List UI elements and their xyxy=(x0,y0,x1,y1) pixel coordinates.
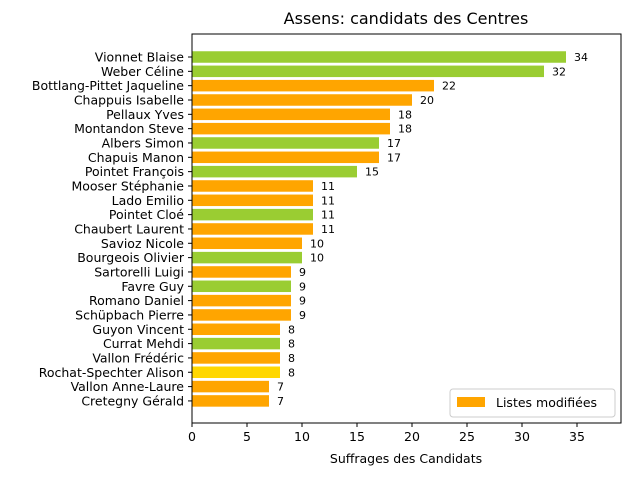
data-label: 8 xyxy=(288,338,295,351)
data-label: 9 xyxy=(299,309,306,322)
data-label: 32 xyxy=(552,65,566,78)
data-label: 22 xyxy=(442,80,456,93)
y-tick-label: Chaubert Laurent xyxy=(74,221,184,236)
data-label: 11 xyxy=(321,180,335,193)
data-label: 8 xyxy=(288,366,295,379)
bar-21 xyxy=(192,337,280,350)
chart-title: Assens: candidats des Centres xyxy=(284,9,529,28)
plot-frame xyxy=(191,33,622,424)
legend-label: Listes modifiées xyxy=(496,395,597,410)
data-label: 18 xyxy=(398,108,412,121)
data-label: 10 xyxy=(310,252,324,265)
bars-group xyxy=(192,51,566,407)
x-tick-label: 30 xyxy=(514,429,530,444)
x-tick-label: 25 xyxy=(459,429,475,444)
bar-9 xyxy=(192,165,357,178)
bar-24 xyxy=(192,380,269,393)
bar-22 xyxy=(192,352,280,364)
x-axis: 0 5 10 15 20 25 30 35 xyxy=(188,423,585,444)
y-tick-label: Schüpbach Pierre xyxy=(75,307,184,322)
data-label: 20 xyxy=(420,94,434,107)
data-label: 9 xyxy=(299,280,306,293)
bar-8 xyxy=(192,151,379,164)
x-tick-label: 10 xyxy=(294,429,310,444)
bar-4 xyxy=(192,94,412,106)
data-label: 15 xyxy=(365,166,379,179)
y-tick-label: Savioz Nicole xyxy=(101,236,184,251)
y-tick-label: Albers Simon xyxy=(102,135,184,150)
legend-box xyxy=(449,388,616,418)
y-tick-label: Chapuis Manon xyxy=(88,150,184,165)
bar-2 xyxy=(192,65,544,78)
y-tick-label: Rochat-Spechter Alison xyxy=(39,365,184,380)
bar-1 xyxy=(192,51,566,63)
bar-6 xyxy=(192,122,390,135)
y-tick-label: Lado Emilio xyxy=(112,193,184,208)
bar-5 xyxy=(192,108,390,121)
data-label: 9 xyxy=(299,295,306,308)
bar-17 xyxy=(192,280,291,293)
bar-19 xyxy=(192,309,291,321)
y-tick-label: Currat Mehdi xyxy=(103,336,184,351)
data-label: 8 xyxy=(288,323,295,336)
data-label: 34 xyxy=(574,51,588,64)
y-tick-label: Pellaux Yves xyxy=(106,107,184,122)
y-tick-label: Weber Céline xyxy=(101,64,184,79)
y-tick-label: Sartorelli Luigi xyxy=(94,264,184,279)
bar-15 xyxy=(192,251,302,264)
x-tick-label: 35 xyxy=(569,429,585,444)
y-tick-label: Pointet Cloé xyxy=(109,207,184,222)
legend-swatch xyxy=(457,397,485,407)
bar-13 xyxy=(192,223,313,235)
y-tick-label: Pointet François xyxy=(85,164,184,179)
y-tick-label: Cretegny Gérald xyxy=(81,393,184,408)
bar-3 xyxy=(192,79,434,92)
data-label: 18 xyxy=(398,123,412,136)
y-tick-label: Favre Guy xyxy=(121,279,184,294)
y-tick-label: Chappuis Isabelle xyxy=(74,92,184,107)
bar-11 xyxy=(192,194,313,207)
x-tick-label: 0 xyxy=(188,429,196,444)
bar-16 xyxy=(192,266,291,278)
bar-18 xyxy=(192,294,291,307)
data-label: 8 xyxy=(288,352,295,365)
bar-20 xyxy=(192,323,280,336)
y-tick-label: Romano Daniel xyxy=(89,293,184,308)
legend: Listes modifiées xyxy=(449,388,616,418)
y-tick-label: Bourgeois Olivier xyxy=(77,250,185,265)
bar-7 xyxy=(192,137,379,149)
y-tick-label: Mooser Stéphanie xyxy=(71,178,184,193)
y-tick-label: Bottlang-Pittet Jaqueline xyxy=(32,78,184,93)
y-tick-label: Vionnet Blaise xyxy=(95,50,185,65)
data-label: 17 xyxy=(387,151,401,164)
data-label: 7 xyxy=(277,381,284,394)
y-tick-label: Vallon Anne-Laure xyxy=(71,379,185,394)
x-tick-label: 20 xyxy=(404,429,420,444)
bar-14 xyxy=(192,237,302,250)
bar-25 xyxy=(192,395,269,407)
x-tick-label: 5 xyxy=(243,429,251,444)
y-tick-label: Montandon Steve xyxy=(74,121,184,136)
data-label: 10 xyxy=(310,237,324,250)
y-tick-label: Guyon Vincent xyxy=(92,322,184,337)
bar-10 xyxy=(192,180,313,192)
bar-23 xyxy=(192,366,280,379)
data-label: 17 xyxy=(387,137,401,150)
data-label: 11 xyxy=(321,209,335,222)
data-label: 11 xyxy=(321,194,335,207)
data-label: 9 xyxy=(299,266,306,279)
x-axis-label: Suffrages des Candidats xyxy=(330,451,482,466)
data-label: 11 xyxy=(321,223,335,236)
x-tick-label: 15 xyxy=(349,429,365,444)
data-label: 7 xyxy=(277,395,284,408)
y-tick-label: Vallon Frédéric xyxy=(92,350,184,365)
bar-12 xyxy=(192,208,313,221)
